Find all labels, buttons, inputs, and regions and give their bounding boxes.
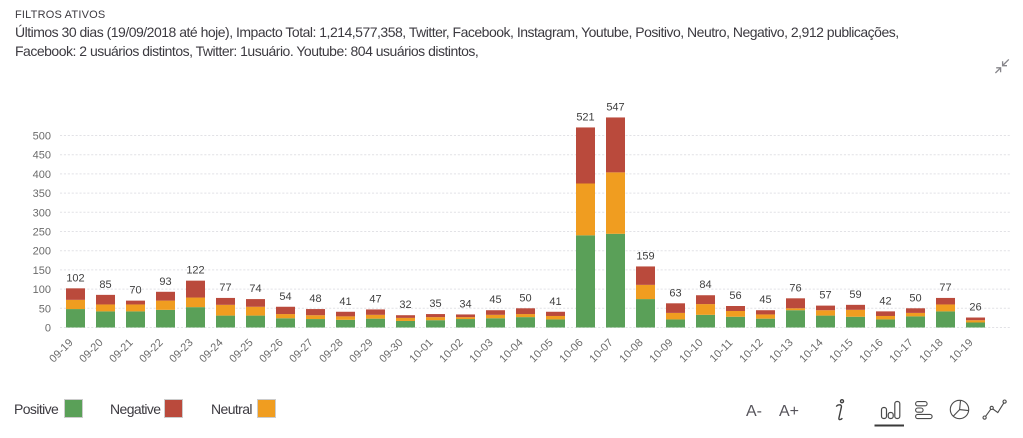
svg-text:77: 77: [939, 282, 951, 294]
svg-text:41: 41: [549, 296, 561, 308]
svg-text:350: 350: [33, 188, 51, 200]
svg-text:09-19: 09-19: [47, 337, 75, 365]
svg-text:10-19: 10-19: [947, 337, 975, 365]
svg-text:48: 48: [309, 293, 321, 305]
svg-text:93: 93: [159, 276, 171, 288]
svg-text:63: 63: [669, 287, 681, 299]
svg-text:250: 250: [33, 227, 51, 239]
svg-text:32: 32: [399, 299, 411, 311]
svg-text:56: 56: [729, 290, 741, 302]
svg-text:09-28: 09-28: [317, 337, 345, 365]
svg-text:10-01: 10-01: [407, 337, 435, 365]
svg-text:47: 47: [369, 294, 381, 306]
svg-text:26: 26: [969, 302, 981, 314]
svg-text:50: 50: [39, 303, 51, 315]
svg-text:10-08: 10-08: [617, 337, 645, 365]
svg-text:09-26: 09-26: [257, 337, 285, 365]
svg-text:10-12: 10-12: [737, 337, 765, 365]
svg-text:74: 74: [249, 283, 261, 295]
svg-text:10-06: 10-06: [557, 337, 585, 365]
svg-text:09-24: 09-24: [197, 337, 225, 365]
svg-text:50: 50: [519, 292, 531, 304]
svg-text:42: 42: [879, 295, 891, 307]
svg-text:70: 70: [129, 285, 141, 297]
svg-text:150: 150: [33, 265, 51, 277]
svg-text:84: 84: [699, 279, 711, 291]
svg-text:521: 521: [576, 111, 594, 123]
svg-text:76: 76: [789, 282, 801, 294]
svg-text:59: 59: [849, 289, 861, 301]
svg-text:10-10: 10-10: [677, 337, 705, 365]
svg-text:159: 159: [636, 250, 654, 262]
svg-text:77: 77: [219, 282, 231, 294]
svg-text:57: 57: [819, 290, 831, 302]
svg-text:09-25: 09-25: [227, 337, 255, 365]
svg-text:450: 450: [33, 150, 51, 162]
svg-text:85: 85: [99, 279, 111, 291]
svg-text:10-13: 10-13: [767, 337, 795, 365]
svg-text:10-17: 10-17: [887, 337, 915, 365]
svg-text:45: 45: [759, 294, 771, 306]
svg-text:547: 547: [606, 102, 624, 114]
svg-text:122: 122: [186, 265, 204, 277]
svg-text:45: 45: [489, 294, 501, 306]
svg-text:102: 102: [66, 272, 84, 284]
svg-text:10-04: 10-04: [497, 337, 525, 365]
svg-text:400: 400: [33, 169, 51, 181]
svg-text:09-21: 09-21: [107, 337, 135, 365]
svg-text:200: 200: [33, 246, 51, 258]
svg-text:10-07: 10-07: [587, 337, 615, 365]
svg-text:35: 35: [429, 298, 441, 310]
svg-text:50: 50: [909, 292, 921, 304]
svg-text:09-23: 09-23: [167, 337, 195, 365]
svg-text:09-29: 09-29: [347, 337, 375, 365]
svg-text:09-20: 09-20: [77, 337, 105, 365]
svg-text:34: 34: [459, 298, 471, 310]
svg-text:41: 41: [339, 296, 351, 308]
svg-text:10-14: 10-14: [797, 337, 825, 365]
svg-text:10-16: 10-16: [857, 337, 885, 365]
svg-text:10-18: 10-18: [917, 337, 945, 365]
svg-text:10-09: 10-09: [647, 337, 675, 365]
svg-text:09-30: 09-30: [377, 337, 405, 365]
svg-text:54: 54: [279, 291, 291, 303]
svg-text:09-22: 09-22: [137, 337, 165, 365]
svg-text:09-27: 09-27: [287, 337, 315, 365]
svg-text:500: 500: [33, 131, 51, 143]
svg-text:10-03: 10-03: [467, 337, 495, 365]
svg-text:10-11: 10-11: [708, 337, 736, 365]
svg-text:100: 100: [33, 284, 51, 296]
svg-text:300: 300: [33, 207, 51, 219]
svg-text:10-15: 10-15: [827, 337, 855, 365]
svg-text:0: 0: [45, 323, 51, 335]
svg-text:10-05: 10-05: [527, 337, 555, 365]
svg-text:10-02: 10-02: [437, 337, 465, 365]
